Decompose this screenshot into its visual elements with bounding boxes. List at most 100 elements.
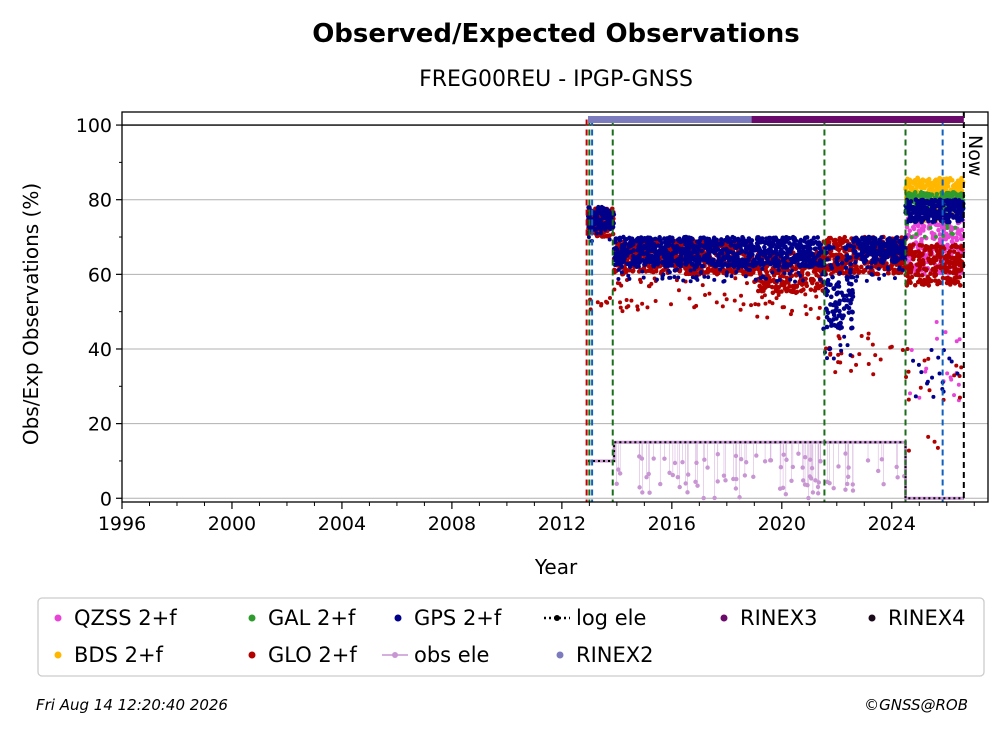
data-point: [664, 236, 670, 241]
data-point: [837, 238, 842, 244]
obs-ele-point: [685, 490, 690, 495]
data-point: [915, 223, 921, 229]
outlier-point: [690, 275, 695, 280]
data-point: [934, 191, 940, 197]
footer-timestamp: Fri Aug 14 12:20:40 2026: [36, 696, 228, 714]
data-point: [767, 253, 773, 259]
outlier-point: [595, 300, 600, 305]
outlier-point: [935, 445, 940, 450]
data-point: [725, 262, 731, 268]
outlier-point: [586, 235, 591, 240]
data-point: [839, 290, 844, 296]
data-point: [636, 264, 641, 269]
y-tick-label: 80: [88, 190, 112, 212]
data-point: [953, 244, 959, 250]
data-point: [944, 231, 949, 237]
outlier-point: [672, 268, 677, 273]
outlier-point: [669, 302, 674, 307]
outlier-point: [871, 372, 876, 377]
data-point: [849, 316, 854, 322]
y-tick-label: 40: [88, 339, 112, 361]
data-point: [860, 243, 865, 248]
outlier-point: [620, 309, 625, 314]
outlier-point: [640, 269, 645, 274]
obs-ele-point: [715, 479, 720, 484]
y-tick-label: 60: [88, 264, 112, 286]
outlier-point: [853, 278, 858, 283]
data-point: [915, 279, 921, 285]
obs-ele-point: [813, 478, 818, 483]
obs-ele-point: [754, 453, 759, 458]
data-point: [795, 257, 801, 263]
data-point: [789, 245, 794, 251]
data-point: [824, 324, 830, 330]
outlier-point: [624, 298, 629, 303]
data-point: [675, 261, 681, 267]
data-point: [924, 198, 930, 204]
data-point: [925, 274, 931, 280]
outlier-point: [831, 356, 836, 361]
data-point: [879, 235, 884, 240]
data-point: [825, 288, 830, 294]
data-point: [935, 214, 941, 219]
outlier-point: [878, 357, 883, 362]
outlier-point: [635, 307, 640, 312]
obs-ele-point: [617, 471, 623, 476]
outlier-point: [873, 353, 878, 358]
obs-ele-point: [705, 465, 710, 470]
outlier-point: [780, 305, 785, 310]
data-point: [926, 256, 931, 261]
legend-marker: [720, 614, 728, 622]
outlier-point: [906, 448, 911, 453]
outlier-point: [733, 276, 738, 281]
outlier-point: [653, 298, 658, 303]
data-point: [958, 191, 964, 196]
outlier-point: [784, 265, 789, 270]
outlier-point: [803, 304, 808, 309]
outlier-point: [666, 268, 671, 273]
data-point: [656, 260, 661, 265]
data-point: [828, 282, 833, 288]
data-point: [907, 228, 913, 234]
data-point: [914, 272, 920, 277]
data-point: [861, 269, 866, 275]
outlier-point: [892, 276, 897, 281]
data-point: [839, 267, 844, 272]
data-point: [754, 254, 760, 259]
outlier-point: [870, 342, 875, 347]
outlier-point: [936, 355, 941, 360]
data-point: [947, 261, 952, 266]
data-point: [929, 278, 934, 284]
data-point: [779, 247, 784, 253]
data-point: [919, 190, 924, 196]
data-point: [875, 271, 881, 277]
outlier-point: [854, 362, 859, 367]
legend-marker: [392, 652, 398, 658]
data-point: [827, 250, 833, 256]
legend-label: QZSS 2+f: [74, 606, 177, 630]
data-point: [764, 240, 769, 246]
obs-ele-point: [614, 481, 619, 487]
data-point: [645, 236, 651, 242]
data-point: [705, 270, 711, 275]
outlier-point: [814, 294, 819, 299]
obs-ele-point: [723, 478, 728, 483]
data-point: [778, 242, 783, 247]
outlier-point: [947, 356, 952, 361]
data-point: [724, 255, 730, 260]
obs-ele-point: [850, 488, 856, 493]
data-point: [913, 249, 918, 255]
data-point: [920, 251, 925, 257]
data-point: [695, 250, 700, 256]
data-point: [688, 242, 694, 247]
x-tick-label: 1996: [98, 513, 146, 535]
data-point: [892, 240, 898, 245]
data-point: [916, 257, 922, 263]
obs-ele-layer: [587, 440, 964, 501]
outlier-point: [788, 312, 793, 317]
data-point: [851, 244, 857, 250]
x-tick-label: 2024: [868, 513, 916, 535]
data-point: [884, 242, 890, 247]
data-point: [631, 248, 636, 253]
outlier-point: [866, 331, 871, 336]
